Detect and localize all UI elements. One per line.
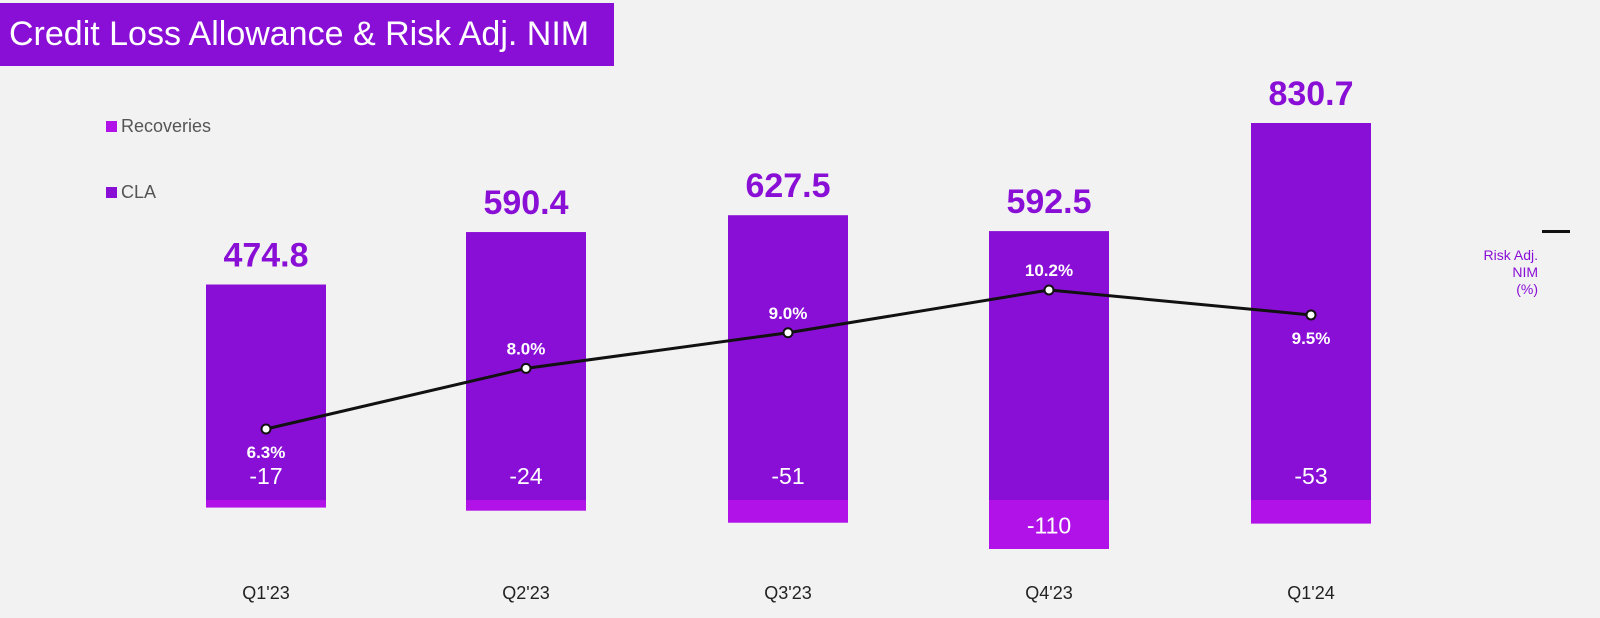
x-axis-tick-label: Q2'23 [502, 583, 549, 603]
nim-value-label: 10.2% [1025, 261, 1073, 280]
recoveries-bar [989, 500, 1109, 549]
recoveries-bar [1251, 500, 1371, 524]
x-axis-tick-label: Q1'24 [1287, 583, 1334, 603]
recoveries-value-label: -53 [1294, 463, 1327, 489]
nim-point [782, 327, 794, 339]
nim-value-label: 8.0% [507, 339, 546, 358]
line-legend-swatch [1542, 230, 1570, 233]
nim-value-label: 9.5% [1292, 329, 1331, 348]
recoveries-value-label: -110 [1027, 513, 1071, 539]
recoveries-value-label: -17 [249, 463, 282, 489]
line-legend-label: Risk Adj. NIM (%) [1428, 247, 1538, 298]
x-axis-tick-label: Q1'23 [242, 583, 289, 603]
cla-value-label: 592.5 [1006, 183, 1091, 221]
line-legend-label-2: NIM [1512, 264, 1538, 280]
legend-item-recoveries: Recoveries [106, 116, 211, 136]
cla-value-label: 830.7 [1268, 75, 1353, 113]
cla-bar [989, 231, 1109, 501]
line-legend-label-1: Risk Adj. [1483, 247, 1538, 263]
chart-title: Credit Loss Allowance & Risk Adj. NIM [0, 3, 614, 66]
line-legend-label-3: (%) [1516, 281, 1538, 297]
nim-value-label: 6.3% [247, 443, 286, 462]
cla-value-label: 474.8 [223, 237, 308, 275]
legend-item-cla: CLA [106, 182, 156, 202]
nim-point [1043, 284, 1055, 296]
legend-label-recoveries: Recoveries [121, 115, 212, 136]
cla-value-label: 590.4 [483, 184, 568, 222]
nim-value-label: 9.0% [769, 304, 808, 323]
line-legend: Risk Adj. NIM (%) [1428, 230, 1570, 298]
recoveries-value-label: -24 [509, 463, 542, 489]
cla-bar [206, 284, 326, 500]
recoveries-bar [466, 500, 586, 511]
cla-value-label: 627.5 [745, 167, 830, 205]
nim-point [1305, 309, 1317, 321]
recoveries-bar [728, 500, 848, 523]
recoveries-bar [206, 500, 326, 508]
cla-swatch [106, 186, 117, 198]
cla-bar [728, 215, 848, 500]
recoveries-value-label: -51 [771, 463, 804, 489]
legend-label-cla: CLA [121, 181, 157, 202]
x-axis-tick-label: Q4'23 [1025, 583, 1072, 603]
nim-point [520, 362, 532, 374]
recoveries-swatch [106, 120, 117, 132]
x-axis-tick-label: Q3'23 [764, 583, 811, 603]
nim-point [260, 423, 272, 435]
